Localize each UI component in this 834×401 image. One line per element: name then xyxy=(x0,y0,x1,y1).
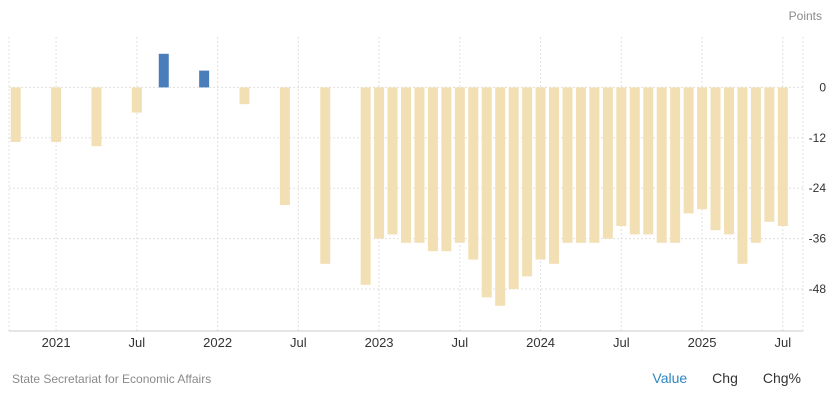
bar-2024-03[interactable] xyxy=(562,87,573,243)
bar-2021-07[interactable] xyxy=(131,87,142,113)
bar-2024-11[interactable] xyxy=(670,87,681,243)
bar-2025-02[interactable] xyxy=(710,87,721,231)
bar-2022-03[interactable] xyxy=(239,87,250,105)
bar-2024-07[interactable] xyxy=(616,87,627,227)
bar-2023-11[interactable] xyxy=(508,87,519,290)
x-tick-label: Jul xyxy=(452,335,469,350)
grid-layer xyxy=(8,37,804,332)
bar-2025-05[interactable] xyxy=(750,87,761,243)
bar-2023-12[interactable] xyxy=(522,87,533,277)
bar-2025-07[interactable] xyxy=(777,87,788,227)
bar-chart: 0 -12 -24 -36 -48 2021 Jul 2022 Jul 2023 Jul 2024 J… xyxy=(8,37,827,350)
y-tick-label: 0 xyxy=(819,80,826,94)
bar-2024-02[interactable] xyxy=(549,87,560,264)
view-tabs: Value Chg Chg% xyxy=(652,370,801,386)
bars-layer xyxy=(10,53,788,306)
x-tick-label: Jul xyxy=(129,335,146,350)
bar-2024-08[interactable] xyxy=(629,87,640,235)
bar-2024-10[interactable] xyxy=(656,87,667,243)
tab-chg[interactable]: Chg xyxy=(712,370,738,386)
bar-2025-06[interactable] xyxy=(764,87,775,222)
bar-2024-09[interactable] xyxy=(643,87,654,235)
x-tick-label: Jul xyxy=(613,335,630,350)
x-tick-label: 2021 xyxy=(42,335,71,350)
tab-value[interactable]: Value xyxy=(652,370,688,386)
bar-2021-09[interactable] xyxy=(158,53,169,88)
bar-2023-06[interactable] xyxy=(441,87,452,252)
y-tick-label: -24 xyxy=(809,181,827,195)
y-tick-label: -48 xyxy=(809,282,827,296)
x-tick-label: 2024 xyxy=(526,335,555,350)
bar-2024-04[interactable] xyxy=(575,87,586,243)
x-tick-label: 2022 xyxy=(203,335,232,350)
x-axis: 2021 Jul 2022 Jul 2023 Jul 2024 Jul 2025 Jul xyxy=(42,335,792,350)
bar-2022-09[interactable] xyxy=(320,87,331,264)
bar-2023-01[interactable] xyxy=(374,87,385,239)
bar-2022-12[interactable] xyxy=(360,87,371,285)
y-tick-label: -36 xyxy=(809,232,827,246)
bar-2020-10[interactable] xyxy=(10,87,21,142)
bar-2022-06[interactable] xyxy=(279,87,290,205)
bar-2023-09[interactable] xyxy=(481,87,492,298)
bar-2023-02[interactable] xyxy=(387,87,398,235)
bar-2021-12[interactable] xyxy=(199,70,210,88)
bar-2023-07[interactable] xyxy=(454,87,465,243)
bar-2021-04[interactable] xyxy=(91,87,102,147)
source-label: State Secretariat for Economic Affairs xyxy=(12,372,212,386)
bar-2024-12[interactable] xyxy=(683,87,694,214)
bar-2025-01[interactable] xyxy=(697,87,708,210)
tab-chg-percent[interactable]: Chg% xyxy=(762,370,801,386)
unit-label: Points xyxy=(788,9,822,23)
x-tick-label: 2023 xyxy=(365,335,394,350)
bar-2024-05[interactable] xyxy=(589,87,600,243)
y-tick-label: -12 xyxy=(809,131,827,145)
bar-2023-03[interactable] xyxy=(401,87,411,243)
x-tick-label: Jul xyxy=(290,335,307,350)
bar-2025-03[interactable] xyxy=(723,87,734,235)
bar-2023-10[interactable] xyxy=(495,87,506,306)
y-axis: 0 -12 -24 -36 -48 xyxy=(809,80,827,296)
bar-2024-01[interactable] xyxy=(535,87,546,260)
x-tick-label: Jul xyxy=(775,335,792,350)
bar-2025-04[interactable] xyxy=(737,87,748,264)
bar-2023-04[interactable] xyxy=(414,87,425,243)
bar-2023-08[interactable] xyxy=(468,87,479,260)
bar-2024-06[interactable] xyxy=(602,87,613,239)
x-tick-label: 2025 xyxy=(688,335,717,350)
bar-2023-05[interactable] xyxy=(427,87,438,252)
bar-2021-01[interactable] xyxy=(51,87,62,142)
